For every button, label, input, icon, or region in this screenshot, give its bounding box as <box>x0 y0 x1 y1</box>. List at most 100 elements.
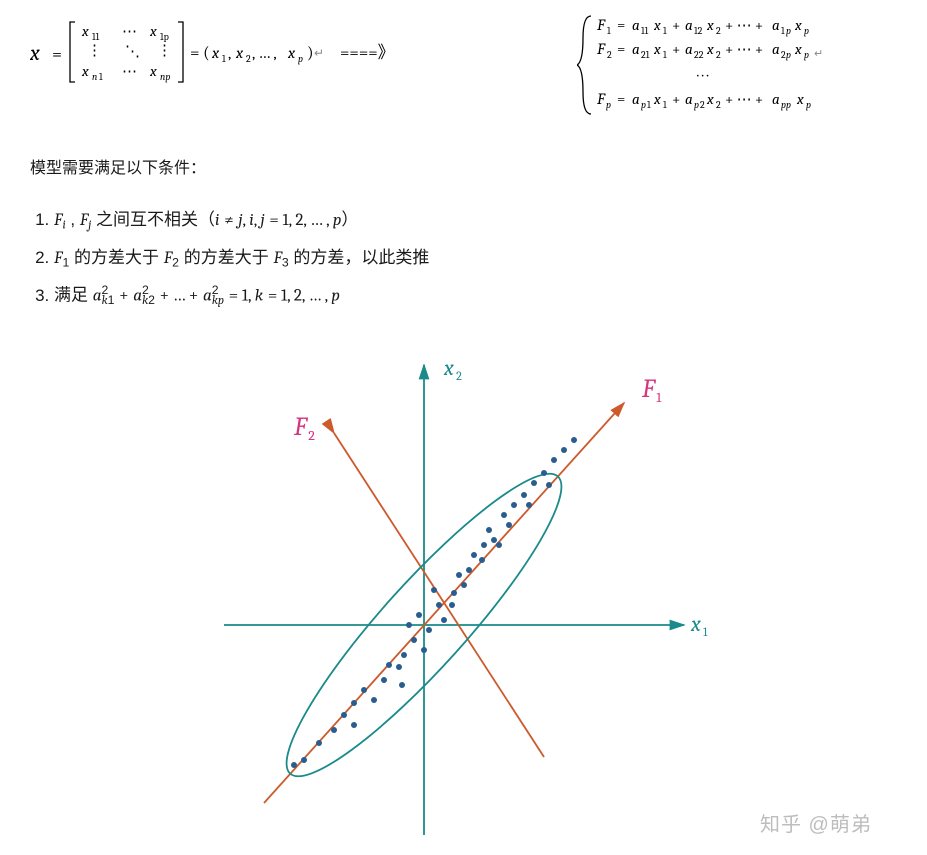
c2-c: 的方差，以此类推 <box>289 248 430 267</box>
svg-text:=: = <box>617 90 625 108</box>
svg-text:1: 1 <box>99 71 103 83</box>
svg-text:2: 2 <box>246 53 251 65</box>
svg-text:2: 2 <box>716 25 721 37</box>
f2-label: F <box>293 412 308 442</box>
svg-text:x: x <box>149 22 157 40</box>
svg-text:x: x <box>235 44 244 62</box>
condition-2: F1 的方差大于 F2 的方差大于 F3 的方差，以此类推 <box>54 240 907 278</box>
lhs-equation: x = x11 ⋯ x1p ⋮ ⋱ ⋮ xn1 ⋯ xnp = ( x1 , x… <box>30 10 450 104</box>
svg-text:=: = <box>617 16 625 34</box>
svg-text:⋱: ⋱ <box>125 42 140 60</box>
svg-text:1: 1 <box>663 99 667 111</box>
conditions-list: Fi , Fj 之间互不相关（i ≠ j, i, j = 1, 2, … , p… <box>30 202 907 315</box>
svg-text:p: p <box>804 25 809 37</box>
svg-text:x: x <box>653 16 661 34</box>
svg-text:a: a <box>685 90 693 108</box>
svg-text:+: + <box>672 16 680 34</box>
svg-text:x: x <box>287 44 296 62</box>
svg-text:22: 22 <box>694 49 704 61</box>
svg-text:21: 21 <box>641 49 650 61</box>
svg-text:1: 1 <box>781 25 785 37</box>
svg-text:a: a <box>632 90 640 108</box>
svg-text:p: p <box>786 25 791 37</box>
svg-text:x: x <box>706 16 714 34</box>
svg-text:n: n <box>92 71 97 83</box>
rhs-equation-system: F1 = a11 x1 + a12 x2 + ⋯ + a1p xp F2 = a… <box>577 10 907 124</box>
svg-text:⋮: ⋮ <box>87 41 102 59</box>
svg-text:+ ⋯ +: + ⋯ + <box>725 16 763 34</box>
svg-text:====》: ====》 <box>340 43 395 63</box>
svg-text:x: x <box>796 90 804 108</box>
svg-text:): ) <box>307 44 314 63</box>
condition-1: Fi , Fj 之间互不相关（i ≠ j, i, j = 1, 2, … , p… <box>54 202 907 240</box>
c1-sep: , <box>66 210 80 229</box>
svg-text:F: F <box>596 16 606 34</box>
svg-text:⋯: ⋯ <box>122 22 137 40</box>
svg-text:2: 2 <box>700 99 705 111</box>
svg-text:a: a <box>772 16 780 34</box>
svg-text:x: x <box>30 40 40 66</box>
svg-text:=: = <box>617 40 625 58</box>
svg-text:x: x <box>81 22 89 40</box>
svg-text:x: x <box>81 62 89 80</box>
svg-text:x: x <box>794 40 802 58</box>
svg-text:a: a <box>685 40 693 58</box>
svg-text:= (: = ( <box>190 44 210 63</box>
svg-text:x: x <box>706 90 714 108</box>
svg-text:↵: ↵ <box>814 47 823 60</box>
svg-text:1: 1 <box>663 49 667 61</box>
svg-text:x: x <box>794 16 802 34</box>
svg-text:2: 2 <box>456 369 462 383</box>
c2-a: 的方差大于 <box>69 248 163 267</box>
c1-post: ） <box>341 210 358 229</box>
svg-text:p: p <box>786 49 791 61</box>
svg-text:p: p <box>804 49 809 61</box>
svg-text:1: 1 <box>607 25 611 37</box>
svg-text:F: F <box>596 90 606 108</box>
svg-text:2: 2 <box>308 427 315 444</box>
svg-text:+: + <box>672 40 680 58</box>
svg-text:F: F <box>596 40 606 58</box>
x2-label: x <box>443 355 454 381</box>
svg-text:2: 2 <box>607 49 612 61</box>
svg-text:x: x <box>653 40 661 58</box>
svg-text:a: a <box>632 40 640 58</box>
f1-label: F <box>641 374 656 404</box>
x1-label: x <box>690 611 701 637</box>
svg-text:⋯: ⋯ <box>122 62 137 80</box>
svg-text:12: 12 <box>694 25 703 37</box>
svg-text:· · ·: · · · <box>697 66 709 84</box>
svg-text:np: np <box>160 71 170 83</box>
svg-text:x: x <box>211 44 220 62</box>
svg-text:+: + <box>672 90 680 108</box>
svg-text:+ ⋯ +: + ⋯ + <box>725 40 763 58</box>
svg-text:p: p <box>694 99 699 111</box>
top-equation-row: x = x11 ⋯ x1p ⋮ ⋱ ⋮ xn1 ⋯ xnp = ( x1 , x… <box>30 10 907 124</box>
f2-axis <box>334 433 544 757</box>
svg-text:a: a <box>632 16 640 34</box>
svg-text:2: 2 <box>716 99 721 111</box>
svg-text:a: a <box>772 40 780 58</box>
svg-text:2: 2 <box>716 49 721 61</box>
svg-text:⋮: ⋮ <box>157 41 172 59</box>
svg-text:, … ,: , … , <box>252 44 277 62</box>
svg-text:1: 1 <box>663 25 667 37</box>
svg-text:=: = <box>52 44 62 65</box>
svg-text:pp: pp <box>781 99 791 111</box>
condition-3: 满足 a2k1 + a2k2 + … + a2kp = 1, k = 1, 2,… <box>54 277 907 315</box>
svg-text:a: a <box>772 90 780 108</box>
c1-mid: 之间互不相关（ <box>91 210 215 229</box>
conditions-intro: 模型需要满足以下条件： <box>30 154 907 178</box>
svg-text:p: p <box>606 99 611 111</box>
svg-text:p: p <box>298 53 303 65</box>
svg-text:+ ⋯ +: + ⋯ + <box>725 90 763 108</box>
svg-text:1: 1 <box>222 53 226 65</box>
scatter-points <box>291 437 577 768</box>
svg-text:11: 11 <box>641 25 649 37</box>
svg-text:p: p <box>806 99 811 111</box>
svg-text:1: 1 <box>647 99 651 111</box>
svg-text:x: x <box>706 40 714 58</box>
svg-text:1: 1 <box>656 389 662 406</box>
svg-text:a: a <box>685 16 693 34</box>
c2-b: 的方差大于 <box>179 248 273 267</box>
